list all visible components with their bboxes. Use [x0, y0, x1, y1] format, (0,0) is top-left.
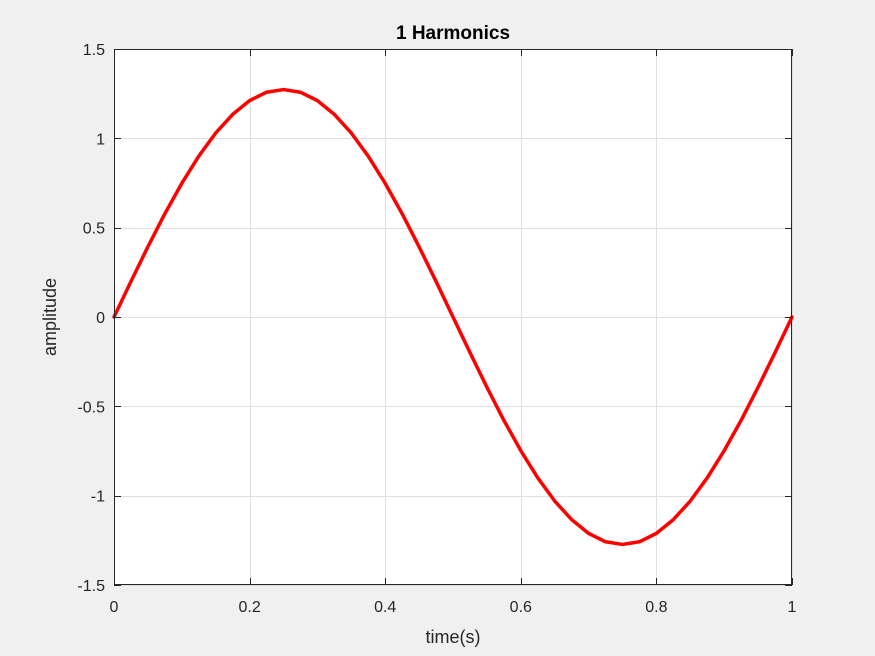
x-tick-label: 0.8	[645, 599, 667, 616]
y-tick-label: 1.5	[83, 42, 105, 59]
y-tick-label: 1	[96, 131, 105, 148]
y-axis-label: amplitude	[40, 278, 60, 356]
y-tick-label: -1.5	[77, 578, 105, 595]
y-tick-label: 0.5	[83, 221, 105, 238]
y-tick-label: -1	[91, 489, 105, 506]
series-line	[112, 87, 794, 547]
tick-marks	[114, 49, 793, 586]
x-tick-labels: 0 0.2 0.4 0.6 0.8 1	[110, 599, 797, 616]
y-tick-label: 0	[96, 310, 105, 327]
x-tick-label: 0.6	[510, 599, 532, 616]
x-tick-label: 0	[110, 599, 119, 616]
x-axis-label: time(s)	[426, 627, 481, 647]
y-tick-labels: -1.5 -1 -0.5 0 0.5 1 1.5	[77, 42, 105, 595]
series-layer	[112, 87, 794, 547]
x-tick-label: 0.4	[374, 599, 396, 616]
y-tick-label: -0.5	[77, 399, 105, 416]
x-tick-label: 1	[788, 599, 797, 616]
chart-title: 1 Harmonics	[396, 23, 510, 44]
x-tick-label: 0.2	[238, 599, 260, 616]
